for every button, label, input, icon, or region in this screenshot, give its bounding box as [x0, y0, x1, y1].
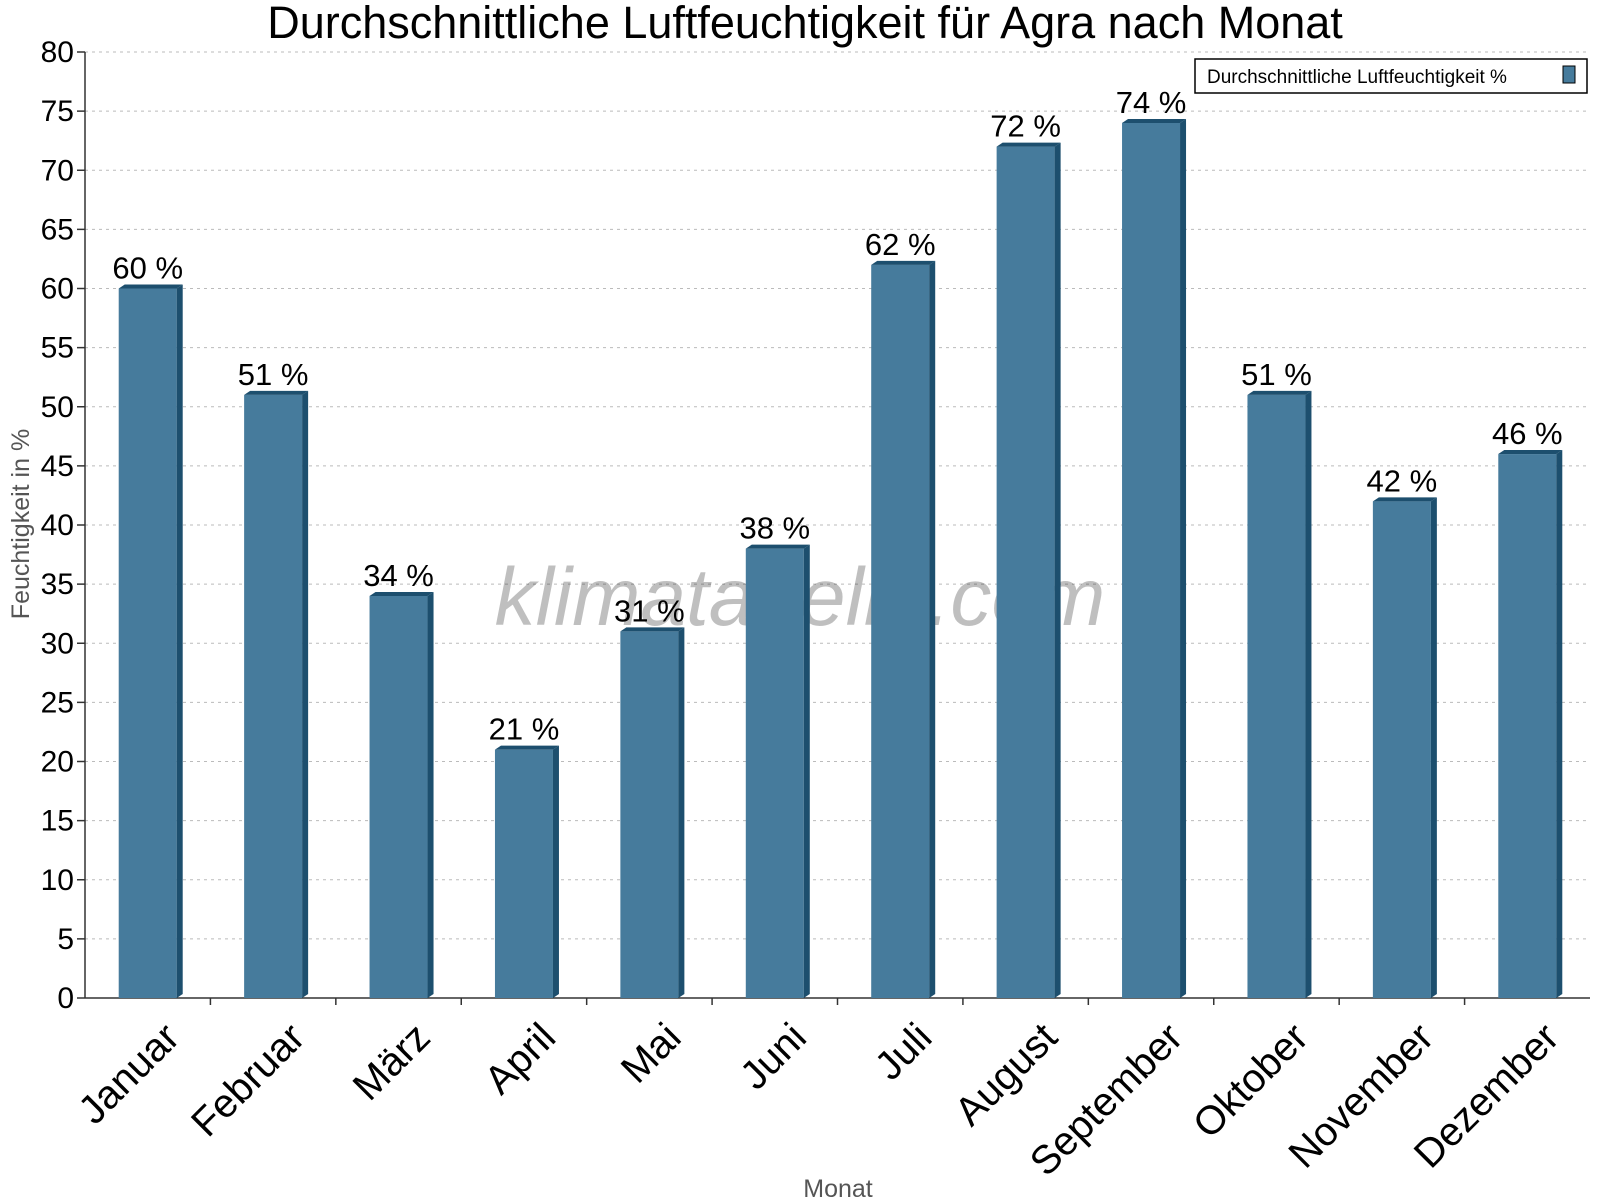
bar-side	[678, 627, 685, 998]
bar-top	[118, 284, 183, 289]
y-tick-label: 5	[57, 923, 74, 956]
bar-side	[1180, 118, 1187, 998]
bar-top	[1498, 450, 1563, 455]
data-label: 38 %	[739, 511, 810, 546]
bar-side	[1556, 450, 1563, 998]
data-labels: 60 % 51 % 34 % 21 % 31 % 38 % 62 % 72 % 74 % 51 %…	[112, 85, 1562, 747]
x-axis-label: Monat	[803, 1175, 873, 1200]
y-tick-label: 50	[41, 391, 74, 424]
bar-side	[176, 284, 183, 998]
bar-face	[871, 264, 930, 999]
chart-title: Durchschnittliche Luftfeuchtigkeit für A…	[267, 0, 1343, 48]
bar-side	[929, 260, 936, 999]
bar-face	[996, 146, 1055, 999]
data-label: 51 %	[238, 357, 309, 392]
y-tick-label: 15	[41, 805, 74, 838]
bar-face	[1247, 394, 1306, 998]
bar-top	[369, 591, 434, 596]
y-tick-label: 70	[41, 154, 74, 187]
y-tick-label: 80	[41, 36, 74, 69]
bar-februar	[244, 390, 309, 998]
bars	[118, 118, 1563, 999]
y-tick-label: 40	[41, 509, 74, 542]
y-tick-label: 35	[41, 568, 74, 601]
bar-face	[745, 548, 804, 998]
bar-mai	[620, 627, 685, 998]
bar-side	[1305, 390, 1312, 998]
bar-oktober	[1247, 390, 1312, 998]
y-tick-label: 30	[41, 627, 74, 660]
legend-box	[1194, 58, 1588, 94]
bar-side	[427, 591, 434, 998]
data-label: 51 %	[1241, 357, 1312, 392]
data-label: 62 %	[865, 227, 936, 262]
bar-top	[745, 544, 810, 549]
bar-face	[244, 394, 303, 998]
bar-september	[1122, 118, 1187, 998]
y-tick-label: 10	[41, 864, 74, 897]
bar-face	[1122, 122, 1181, 998]
bar-august	[996, 142, 1061, 999]
bar-top	[1247, 390, 1312, 395]
data-label: 31 %	[614, 593, 685, 628]
bar-face	[620, 631, 679, 998]
data-label: 34 %	[363, 558, 434, 593]
bar-juni	[745, 544, 810, 998]
bar-top	[1372, 497, 1437, 502]
data-label: 42 %	[1367, 463, 1438, 498]
bar-januar	[118, 284, 183, 998]
bar-top	[244, 390, 309, 395]
data-label: 60 %	[112, 251, 183, 286]
y-tick-labels: 0 5 10 15 20 25 30 35 40 45 50 55 60 65 70 75 80	[41, 36, 85, 1015]
legend: Durchschnittliche Luftfeuchtigkeit %	[1194, 58, 1588, 94]
y-axis-label: Feuchtigkeit in %	[7, 429, 35, 619]
y-tick-label: 60	[41, 273, 74, 306]
y-tick-label: 0	[57, 982, 74, 1015]
bar-november	[1372, 497, 1437, 998]
bar-face	[1498, 454, 1557, 998]
data-label: 74 %	[1116, 85, 1187, 120]
y-tick-label: 20	[41, 746, 74, 779]
data-label: 72 %	[990, 109, 1061, 144]
gridlines	[85, 51, 1590, 940]
y-tick-label: 65	[41, 213, 74, 246]
bar-side	[1430, 497, 1437, 998]
bar-top	[1122, 118, 1187, 123]
y-tick-label: 25	[41, 686, 74, 719]
bar-top	[620, 627, 685, 632]
data-label: 21 %	[489, 712, 560, 747]
bar-side	[552, 745, 559, 998]
bar-face	[1372, 501, 1431, 998]
bar-märz	[369, 591, 434, 998]
y-tick-label: 45	[41, 450, 74, 483]
legend-swatch	[1562, 65, 1576, 84]
bar-side	[1054, 142, 1061, 999]
bar-face	[118, 288, 177, 998]
bar-top	[494, 745, 559, 750]
bar-face	[494, 749, 553, 998]
legend-label: Durchschnittliche Luftfeuchtigkeit %	[1207, 67, 1507, 88]
bar-side	[803, 544, 810, 998]
y-tick-label: 55	[41, 332, 74, 365]
bar-dezember	[1498, 450, 1563, 998]
bar-juli	[871, 260, 936, 999]
y-tick-label: 75	[41, 95, 74, 128]
bar-top	[996, 142, 1061, 147]
bar-face	[369, 595, 428, 998]
bar-top	[871, 260, 936, 265]
bar-side	[302, 390, 309, 998]
data-label: 46 %	[1492, 416, 1563, 451]
bar-april	[494, 745, 559, 998]
